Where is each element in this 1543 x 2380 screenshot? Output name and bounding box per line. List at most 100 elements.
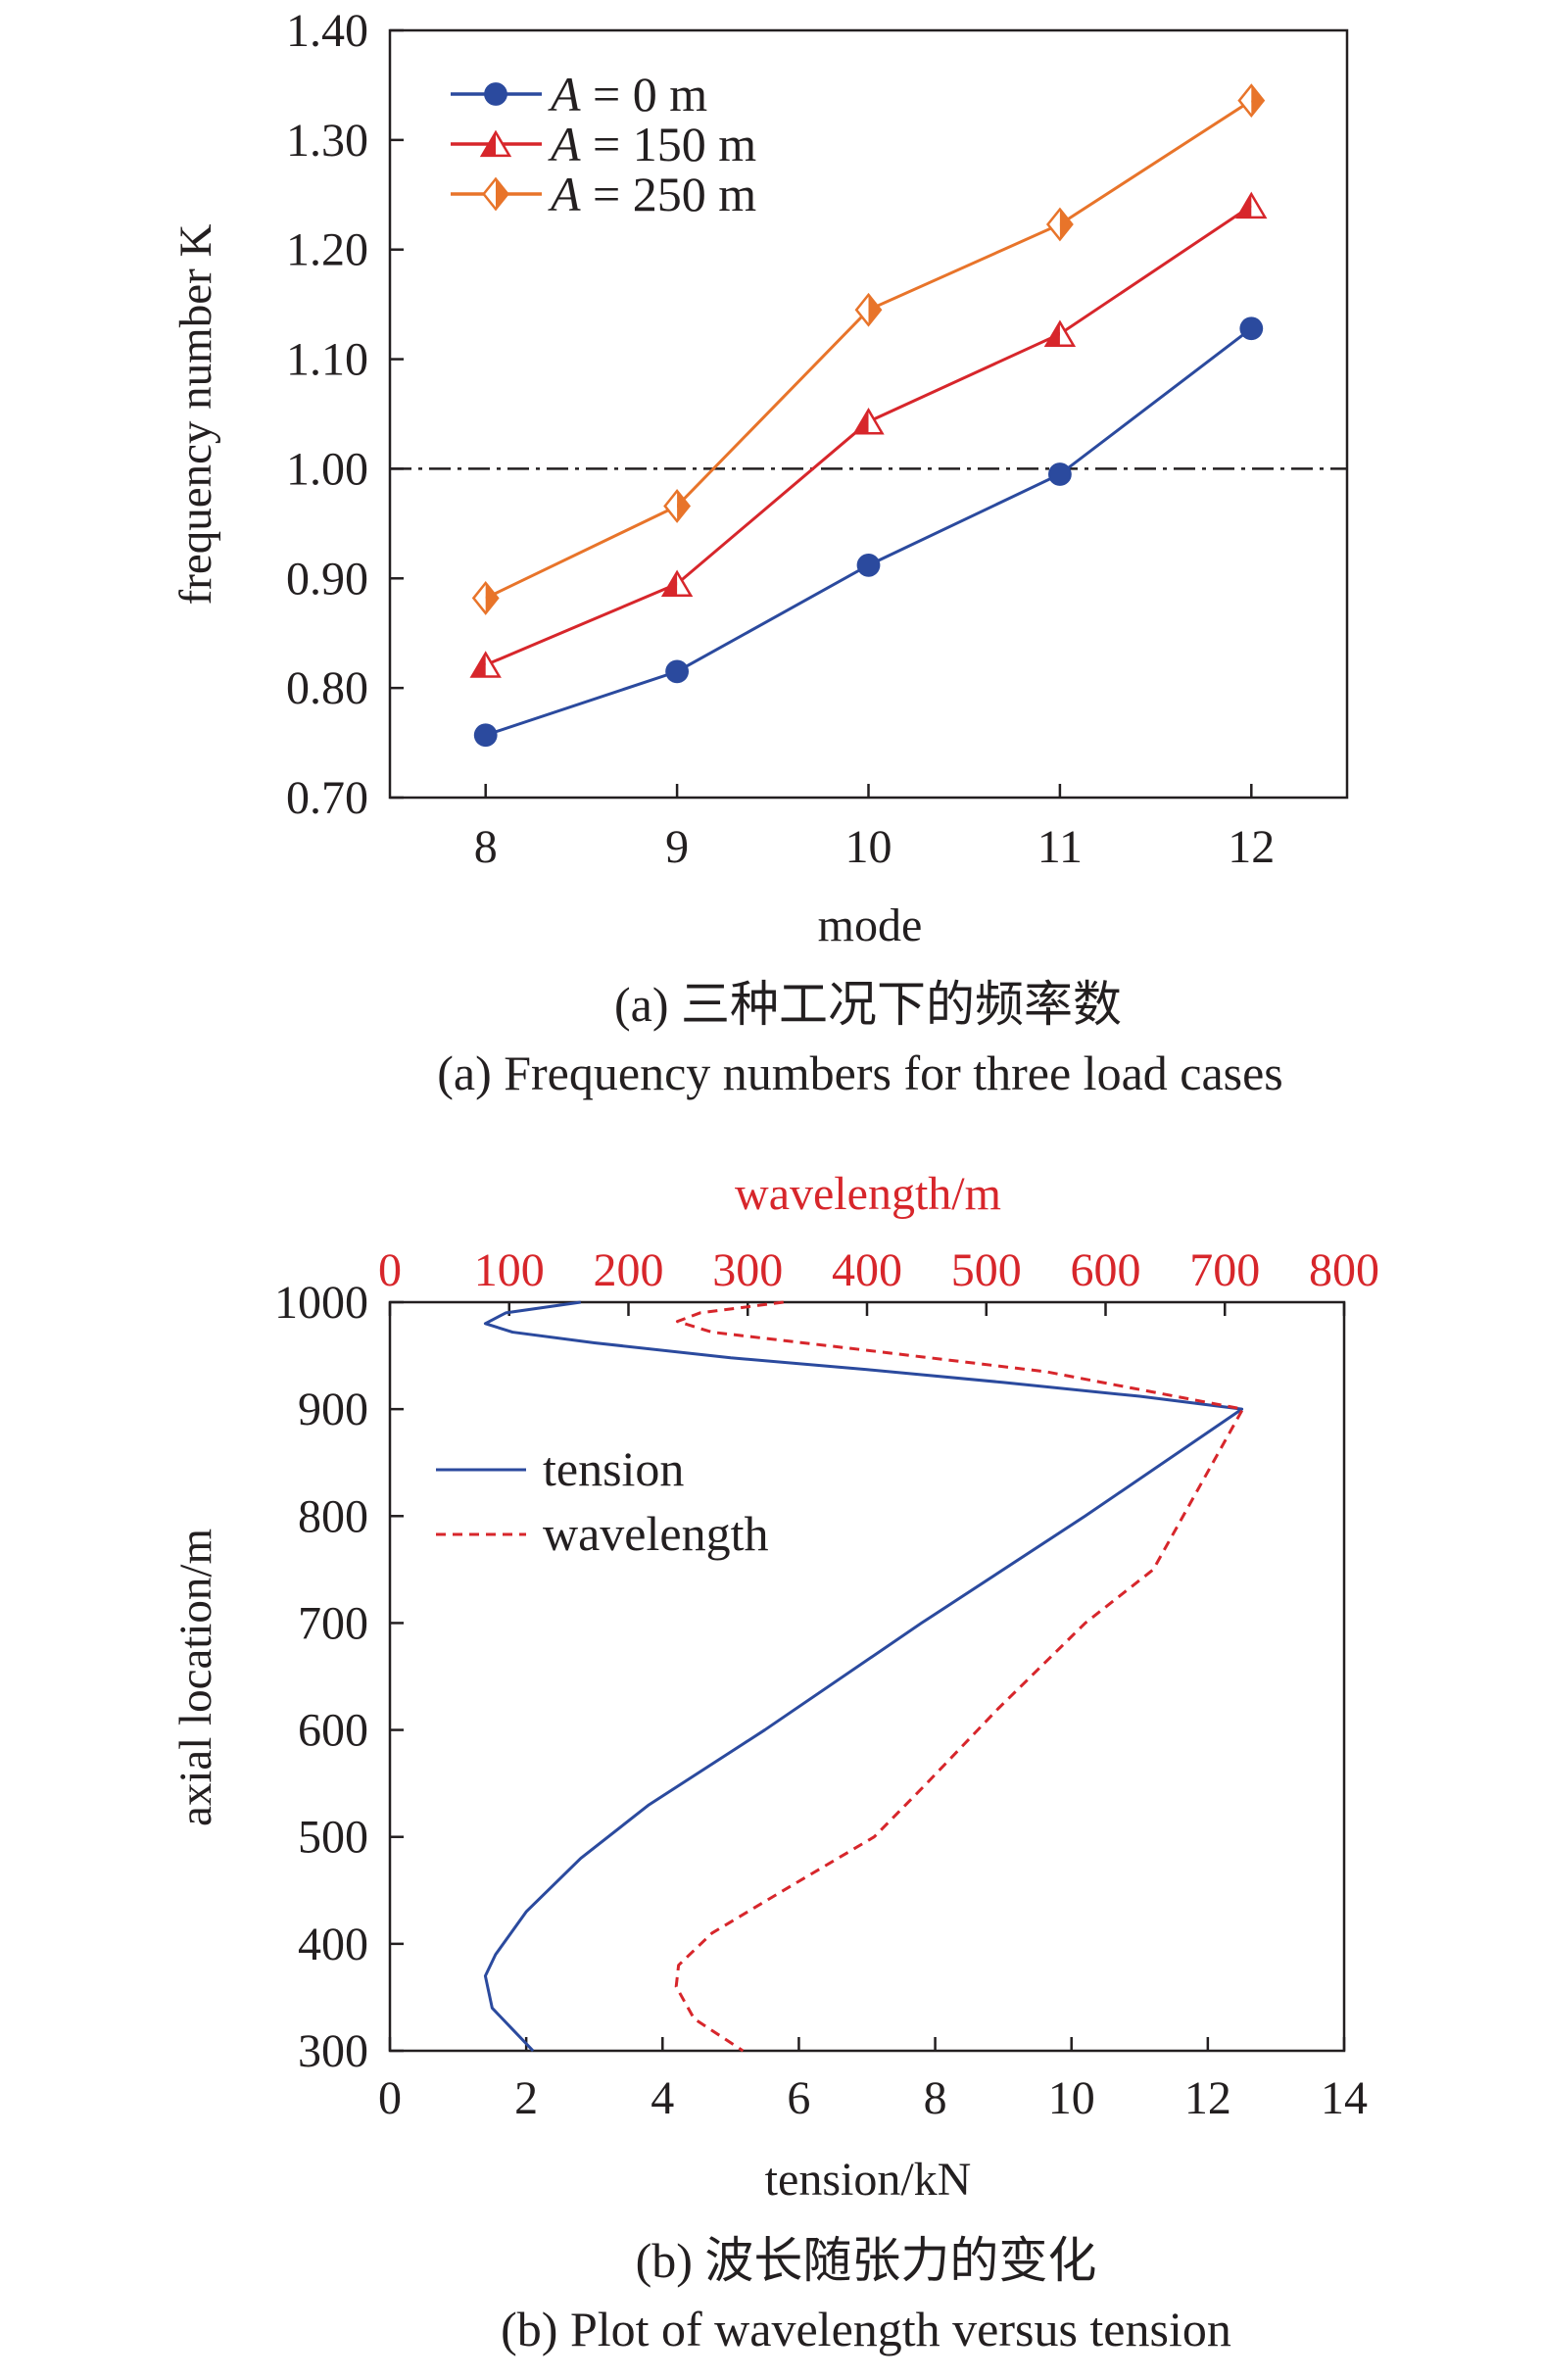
x-tick-label: 12 (1228, 821, 1275, 873)
top-tick-label: 400 (832, 1244, 902, 1296)
series-line-wavelength (674, 1300, 1245, 2053)
y-tick-label: 0.90 (286, 553, 368, 605)
y-tick-label: 0.80 (286, 662, 368, 714)
x-axis-label: tension/kN (765, 2154, 972, 2206)
y-tick-label: 600 (298, 1705, 368, 1757)
x-tick-label: 12 (1184, 2072, 1231, 2124)
top-tick-label: 0 (378, 1244, 402, 1296)
marker-diamond-outline (1237, 83, 1266, 118)
marker-diamond-left-half (1047, 209, 1060, 240)
top-tick-label: 800 (1309, 1244, 1379, 1296)
y-tick-label: 900 (298, 1384, 368, 1435)
caption-en: (a) Frequency numbers for three load cas… (437, 1045, 1283, 1100)
marker-diamond-outline (663, 489, 692, 523)
legend-variable: A (548, 167, 581, 221)
legend-label: wavelength (543, 1506, 768, 1561)
legend-item: A = 250 m (451, 167, 756, 221)
top-tick-label: 300 (712, 1244, 783, 1296)
y-tick-label: 1000 (274, 1277, 368, 1329)
marker-diamond-right-half (868, 294, 881, 325)
x-tick-label: 10 (845, 821, 892, 873)
y-tick-label: 1.20 (286, 224, 368, 276)
y-tick-label: 1.40 (286, 5, 368, 57)
x-tick-label: 6 (787, 2072, 810, 2124)
marker-diamond-left-half (1238, 85, 1252, 116)
legend-label: A = 0 m (548, 67, 707, 121)
legend-value: = 0 m (581, 67, 708, 121)
legend-label: tension (543, 1441, 684, 1496)
legend: tension wavelength (436, 1441, 768, 1561)
series-circle (473, 316, 1264, 748)
top-tick-label: 500 (951, 1244, 1022, 1296)
x-tick-label: 2 (514, 2072, 538, 2124)
chart-a-frequency-numbers: 0.70 0.80 0.90 1.00 1.10 1.20 1.30 1.40 8 9 10 11 12… (170, 5, 1349, 1100)
y-tick-label: 500 (298, 1812, 368, 1864)
top-tick-label: 600 (1071, 1244, 1141, 1296)
x-axis-label: mode (818, 899, 923, 951)
y-tick-label: 0.70 (286, 772, 368, 824)
x-tick-label: 10 (1048, 2072, 1095, 2124)
x-tick-label: 8 (474, 821, 498, 873)
marker-triangle-outline (660, 569, 694, 598)
x-tick-label: 4 (651, 2072, 674, 2124)
marker-circle (484, 82, 507, 106)
y-tick-label: 400 (298, 1919, 368, 1970)
legend-variable: A (548, 117, 581, 171)
series-half-filled-diamond (471, 83, 1266, 615)
legend-item: A = 150 m (451, 117, 756, 171)
series-line (485, 204, 1253, 667)
marker-diamond-outline (1045, 207, 1074, 242)
marker-diamond-left-half (664, 491, 678, 521)
caption-cn: (a) 三种工况下的频率数 (614, 977, 1122, 1032)
legend: A = 0 mA = 150 mA = 250 m (451, 67, 756, 221)
caption-cn: (b) 波长随张力的变化 (636, 2233, 1097, 2288)
y-tick-label: 1.30 (286, 115, 368, 167)
y-tick-label: 1.00 (286, 443, 368, 495)
plot-frame (388, 1300, 1346, 2053)
x-tick-label: 9 (665, 821, 689, 873)
y-tick-label: 800 (298, 1490, 368, 1542)
series-line (485, 327, 1253, 737)
legend-item: A = 0 m (451, 67, 707, 121)
marker-circle (1048, 462, 1072, 486)
marker-circle (856, 553, 881, 577)
marker-diamond-left-half (483, 178, 496, 210)
legend-value: = 250 m (581, 167, 757, 221)
marker-diamond-outline (471, 581, 500, 615)
y-axis-label: frequency number K (170, 223, 221, 605)
x-tick-label: 14 (1321, 2072, 1368, 2124)
top-tick-label: 200 (594, 1244, 664, 1296)
marker-triangle-outline (852, 407, 885, 435)
caption-en: (b) Plot of wavelength versus tension (501, 2302, 1231, 2356)
legend-variable: A (548, 67, 581, 121)
marker-diamond-right-half (485, 583, 499, 613)
marker-triangle-outline (1235, 191, 1268, 219)
series-line-tension (483, 1300, 1244, 2053)
marker-diamond-right-half (677, 491, 690, 521)
marker-circle (1239, 316, 1264, 341)
x-tick-label: 8 (924, 2072, 947, 2124)
marker-diamond-right-half (1251, 85, 1264, 116)
top-tick-label: 100 (474, 1244, 545, 1296)
y-axis-label: axial location/m (170, 1529, 221, 1826)
x-tick-label: 11 (1037, 821, 1083, 873)
top-tick-label: 700 (1189, 1244, 1260, 1296)
marker-diamond-right-half (1059, 209, 1073, 240)
marker-diamond-right-half (496, 178, 508, 210)
marker-diamond-outline (482, 176, 509, 212)
marker-diamond-left-half (473, 583, 486, 613)
legend-item: tension (436, 1441, 684, 1496)
marker-triangle-outline (469, 651, 502, 678)
marker-circle (665, 659, 689, 684)
marker-diamond-outline (854, 292, 883, 327)
y-tick-label: 300 (298, 2025, 368, 2077)
legend-item: wavelength (436, 1506, 768, 1561)
top-axis-label: wavelength/m (735, 1168, 1001, 1220)
y-tick-label: 1.10 (286, 334, 368, 386)
y-tick-label: 700 (298, 1597, 368, 1649)
marker-triangle-outline (1043, 319, 1077, 347)
series-half-filled-triangle (469, 191, 1268, 678)
x-tick-label: 0 (378, 2072, 402, 2124)
